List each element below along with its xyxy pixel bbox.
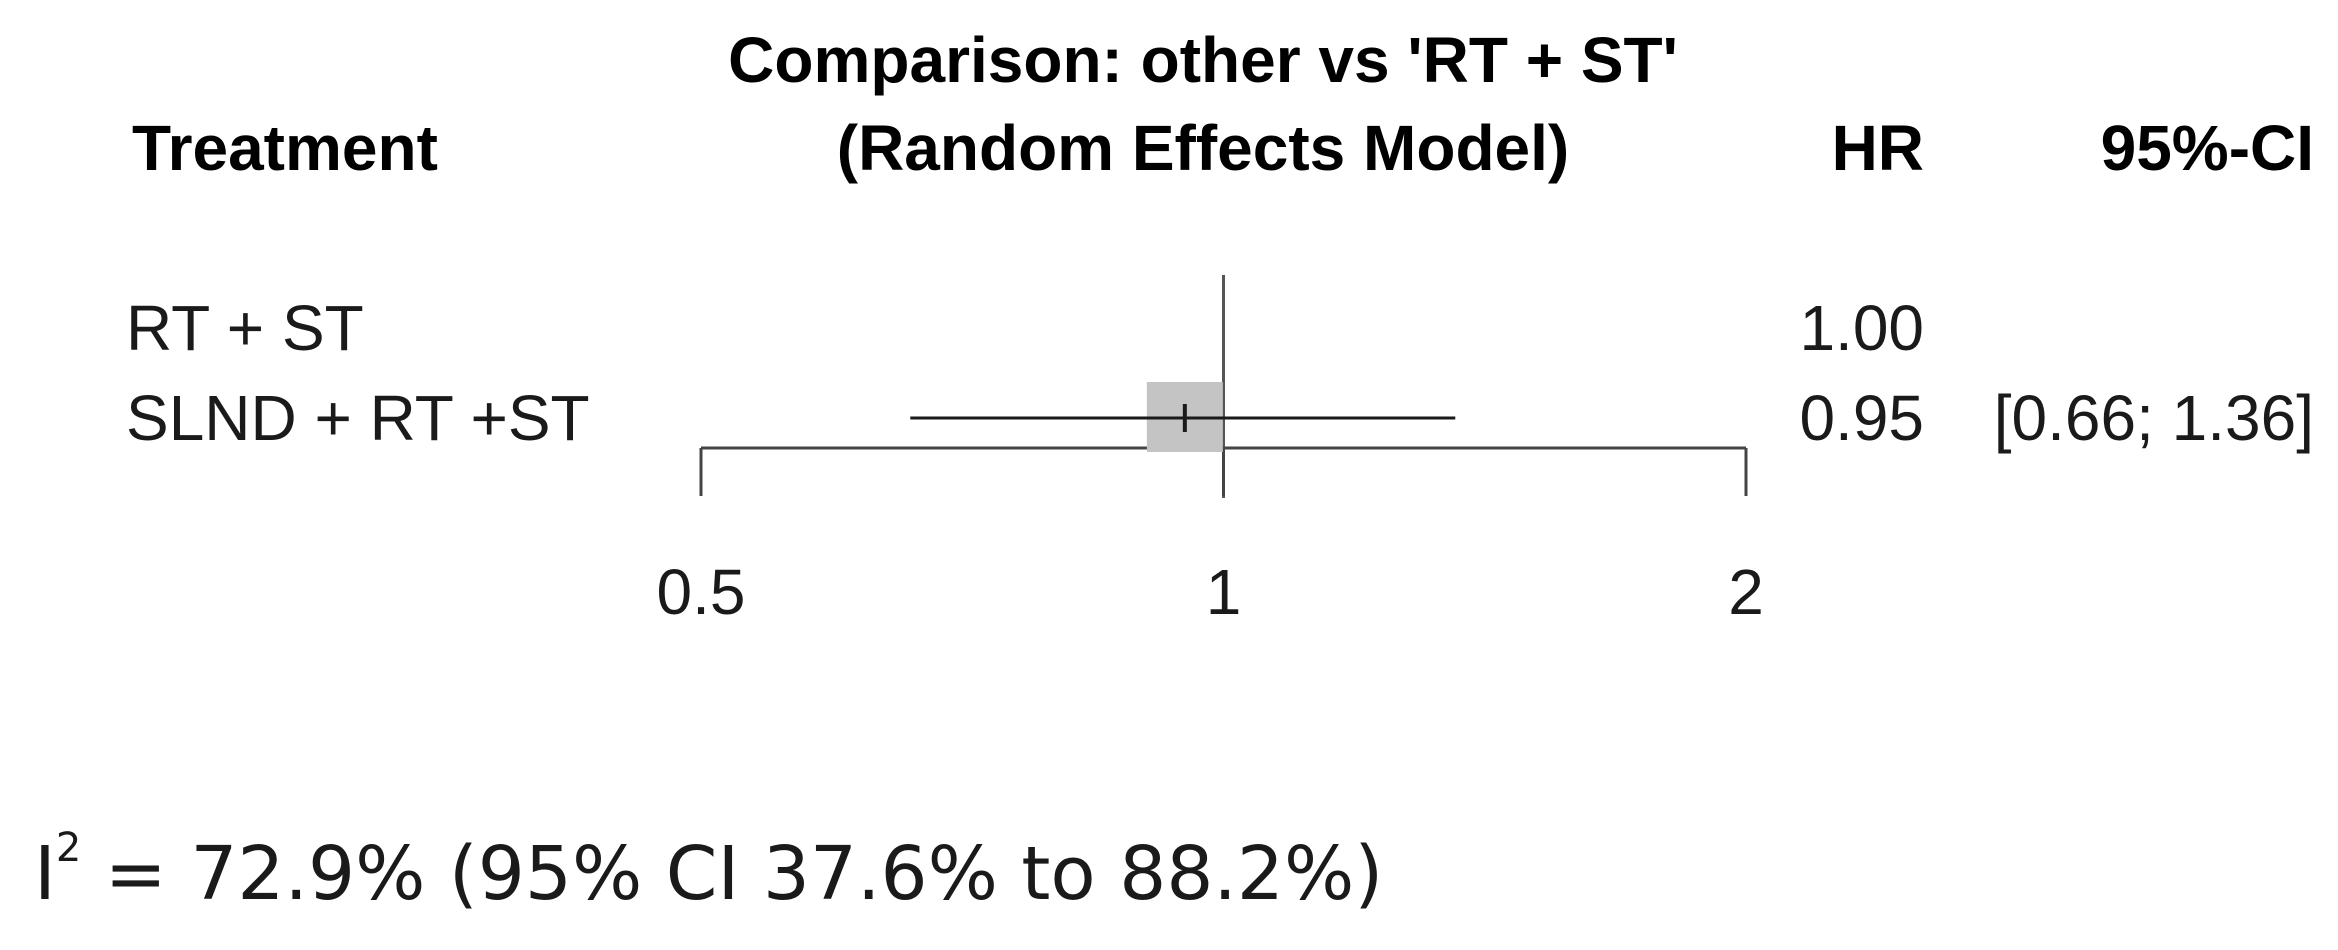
- treatment-column-header: Treatment: [132, 112, 438, 184]
- x-tick-label: 2: [1728, 556, 1764, 628]
- treatment-label: SLND + RT +ST: [126, 382, 590, 454]
- hr-column-header: HR: [1832, 112, 1924, 184]
- ci-column-header: 95%-CI: [2101, 112, 2314, 184]
- hr-value: 0.95: [1799, 382, 1924, 454]
- x-tick-label: 0.5: [657, 556, 746, 628]
- ci-value: [0.66; 1.36]: [1994, 382, 2314, 454]
- treatment-label: RT + ST: [126, 292, 364, 364]
- i2-value-text: = 72.9% (95% CI 37.6% to 88.2%): [81, 831, 1384, 917]
- chart-title-line1: Comparison: other vs 'RT + ST': [728, 24, 1678, 96]
- i2-symbol: I: [34, 831, 56, 917]
- i2-superscript: 2: [55, 825, 82, 871]
- x-tick-label: 1: [1206, 556, 1242, 628]
- hr-value: 1.00: [1799, 292, 1924, 364]
- heterogeneity-statistic: I2 = 72.9% (95% CI 37.6% to 88.2%): [34, 828, 1383, 911]
- forest-rows: RT + ST 1.00 SLND + RT +ST 0.95 [0.66; 1.36]: [126, 292, 2314, 454]
- chart-title-line2: (Random Effects Model): [837, 112, 1569, 184]
- x-axis: 0.5 1 2: [657, 446, 1764, 628]
